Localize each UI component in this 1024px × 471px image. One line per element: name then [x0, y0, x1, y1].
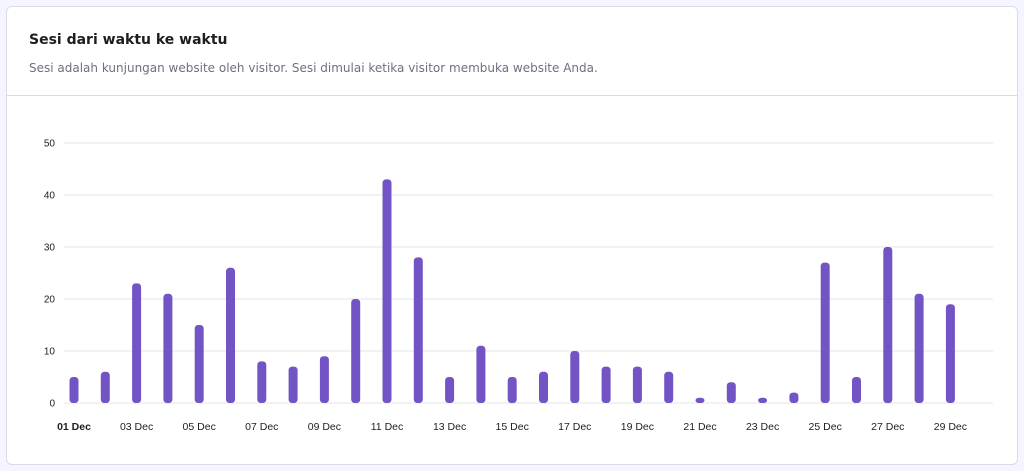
- bar[interactable]: 24 Dec: 2: [789, 392, 799, 403]
- x-tick-label: 09 Dec: [308, 421, 341, 433]
- bar[interactable]: 18 Dec: 7: [601, 366, 611, 403]
- bar[interactable]: 27 Dec: 30: [883, 247, 893, 403]
- bar[interactable]: 15 Dec: 5: [507, 377, 517, 403]
- x-tick-label: 29 Dec: [934, 421, 967, 433]
- x-tick-label: 23 Dec: [746, 421, 779, 433]
- card-header: Sesi dari waktu ke waktu Sesi adalah kun…: [7, 7, 1017, 96]
- bar[interactable]: 03 Dec: 23: [132, 283, 142, 403]
- x-tick-label: 27 Dec: [871, 421, 904, 433]
- sessions-bar-chart: 0 10 20 30 40 50 01 Dec: 5 02 Dec: 6 03 Dec: 23…: [44, 139, 993, 433]
- bar[interactable]: 17 Dec: 10: [570, 351, 580, 403]
- bar[interactable]: 23 Dec: 1: [758, 397, 768, 403]
- y-axis-ticks: 0 10 20 30 40 50: [44, 139, 56, 410]
- y-tick-label: 50: [44, 139, 56, 150]
- x-tick-label: 17 Dec: [558, 421, 591, 433]
- bar[interactable]: 26 Dec: 5: [852, 377, 861, 403]
- bar[interactable]: 08 Dec: 7: [288, 366, 298, 403]
- sessions-card: Sesi dari waktu ke waktu Sesi adalah kun…: [6, 6, 1018, 465]
- bar[interactable]: 11 Dec: 43: [382, 179, 392, 403]
- x-tick-label: 13 Dec: [433, 421, 466, 433]
- bars: 01 Dec: 5 02 Dec: 6 03 Dec: 23 04 Dec: 21 05…: [69, 179, 955, 403]
- x-tick-label: 11 Dec: [371, 421, 404, 433]
- bar[interactable]: 12 Dec: 28: [413, 257, 423, 403]
- y-tick-label: 40: [44, 191, 56, 202]
- x-tick-label: 19 Dec: [621, 421, 654, 433]
- bar[interactable]: 25 Dec: 27: [820, 262, 830, 403]
- chart-area: 0 10 20 30 40 50 01 Dec: 5 02 Dec: 6 03 Dec: 23…: [7, 96, 1017, 464]
- bar[interactable]: 21 Dec: 1: [695, 397, 705, 403]
- x-tick-label: 15 Dec: [496, 421, 529, 433]
- bar[interactable]: 19 Dec: 7: [632, 366, 642, 403]
- bar[interactable]: 29 Dec: 19: [945, 304, 955, 403]
- grid-lines: [64, 142, 993, 404]
- y-tick-label: 10: [44, 347, 56, 358]
- x-tick-label: 25 Dec: [809, 421, 842, 433]
- bar[interactable]: 06 Dec: 26: [226, 267, 235, 403]
- x-tick-label: 03 Dec: [120, 421, 153, 433]
- x-tick-label: 21 Dec: [683, 421, 716, 433]
- bar[interactable]: 20 Dec: 6: [664, 371, 674, 403]
- x-tick-label: 05 Dec: [183, 421, 216, 433]
- x-tick-label: 01 Dec: [57, 421, 91, 433]
- card-title: Sesi dari waktu ke waktu: [29, 32, 228, 48]
- bar[interactable]: 14 Dec: 11: [476, 345, 486, 403]
- bar[interactable]: 28 Dec: 21: [914, 293, 924, 403]
- x-tick-label: 07 Dec: [245, 421, 278, 433]
- bar[interactable]: 07 Dec: 8: [257, 361, 267, 403]
- card-subtitle: Sesi adalah kunjungan website oleh visit…: [29, 61, 598, 75]
- bar[interactable]: 05 Dec: 15: [194, 325, 204, 403]
- bar[interactable]: 16 Dec: 6: [539, 371, 548, 403]
- bar[interactable]: 01 Dec: 5: [69, 377, 79, 403]
- bar[interactable]: 13 Dec: 5: [445, 377, 455, 403]
- bar[interactable]: 09 Dec: 9: [319, 356, 329, 403]
- bar[interactable]: 04 Dec: 21: [163, 293, 173, 403]
- y-tick-label: 30: [44, 243, 56, 254]
- bar[interactable]: 02 Dec: 6: [100, 371, 110, 403]
- bar[interactable]: 22 Dec: 4: [726, 382, 736, 403]
- x-axis-ticks: 01 Dec 03 Dec 05 Dec 07 Dec 09 Dec 11 Dec 13 D…: [57, 421, 967, 433]
- y-tick-label: 20: [44, 295, 56, 306]
- bar[interactable]: 10 Dec: 20: [351, 299, 361, 403]
- y-tick-label: 0: [49, 399, 55, 410]
